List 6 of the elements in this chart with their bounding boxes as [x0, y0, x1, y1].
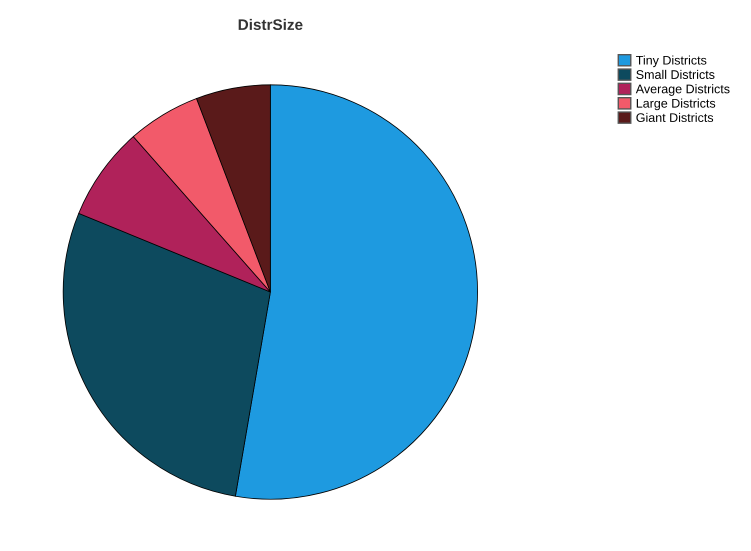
legend-label: Average Districts — [636, 84, 730, 96]
legend-label: Giant Districts — [636, 112, 714, 122]
legend-label: Large Districts — [636, 98, 716, 110]
legend-label: Small Districts — [636, 70, 714, 80]
chart-title: DistrSize — [238, 18, 303, 30]
legend-label: Tiny Districts — [636, 55, 706, 68]
